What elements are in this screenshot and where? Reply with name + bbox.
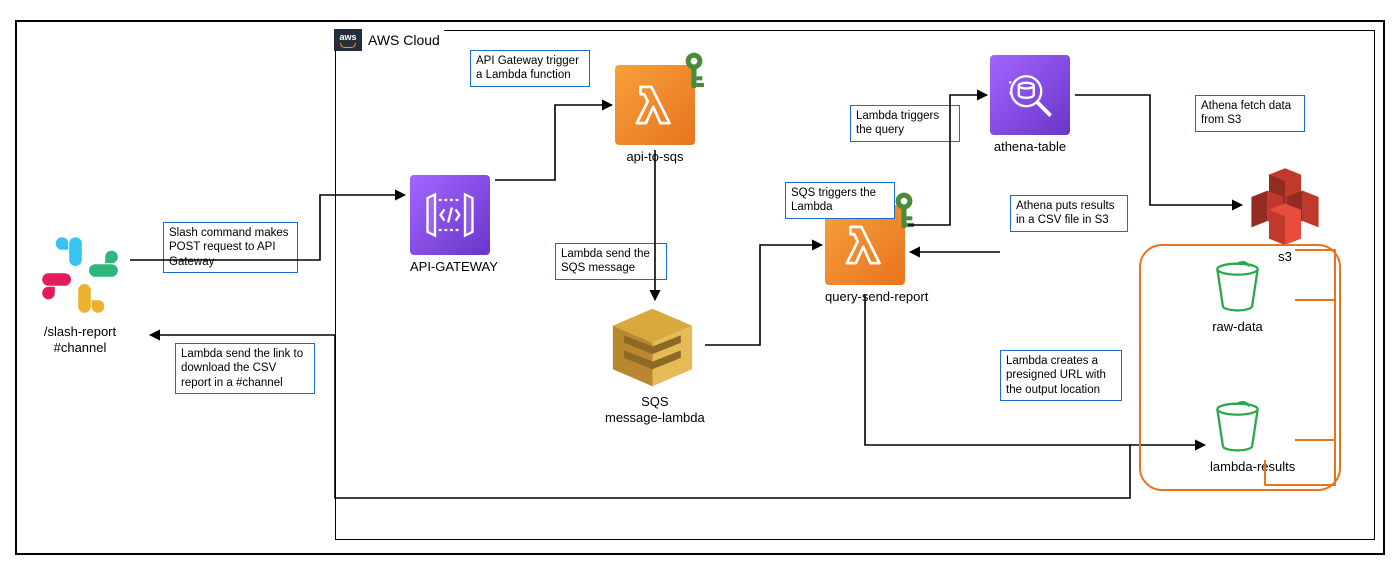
note-lambda-send-link: Lambda send the link to download the CSV…	[175, 343, 315, 394]
sqs-icon	[605, 305, 700, 390]
bucket-icon	[1210, 400, 1265, 455]
slack-label: /slash-report #channel	[35, 324, 125, 355]
lambda-api-to-sqs-node: api-to-sqs	[615, 65, 695, 165]
note-athena-fetch: Athena fetch data from S3	[1195, 95, 1305, 132]
key-icon	[677, 51, 711, 93]
bucket-icon	[1210, 260, 1265, 315]
aws-cloud-title: AWS Cloud	[368, 32, 440, 48]
s3-icon	[1245, 165, 1325, 245]
slack-icon	[35, 230, 125, 320]
s3-node: s3	[1245, 165, 1325, 265]
bucket1-label: raw-data	[1210, 319, 1265, 335]
athena-icon	[990, 55, 1070, 135]
bucket-raw-data-node: raw-data	[1210, 260, 1265, 335]
note-slash-command: Slash command makes POST request to API …	[163, 222, 298, 273]
note-sqs-triggers: SQS triggers the Lambda	[785, 182, 895, 219]
slack-node: /slash-report #channel	[35, 230, 125, 355]
bucket2-label: lambda-results	[1210, 459, 1295, 475]
sqs-node: SQS message-lambda	[605, 305, 705, 425]
note-apigw-trigger: API Gateway trigger a Lambda function	[470, 50, 590, 87]
athena-node: athena-table	[990, 55, 1070, 155]
note-presigned-url: Lambda creates a presigned URL with the …	[1000, 350, 1122, 401]
lambda1-label: api-to-sqs	[615, 149, 695, 165]
bucket-lambda-results-node: lambda-results	[1210, 400, 1295, 475]
aws-logo-icon: aws	[334, 29, 362, 51]
aws-cloud-header: aws AWS Cloud	[334, 29, 444, 51]
api-gateway-label: API-GATEWAY	[410, 259, 498, 275]
athena-label: athena-table	[990, 139, 1070, 155]
note-athena-puts-csv: Athena puts results in a CSV file in S3	[1010, 195, 1128, 232]
note-lambda-send-sqs: Lambda send the SQS message	[555, 243, 667, 280]
api-gateway-node: API-GATEWAY	[410, 175, 498, 275]
lambda-query-send-report-node: query-send-report	[825, 205, 928, 305]
note-lambda-triggers-query: Lambda triggers the query	[850, 105, 960, 142]
api-gateway-icon	[410, 175, 490, 255]
sqs-label: SQS message-lambda	[605, 394, 705, 425]
lambda-icon	[615, 65, 695, 145]
lambda2-label: query-send-report	[825, 289, 928, 305]
